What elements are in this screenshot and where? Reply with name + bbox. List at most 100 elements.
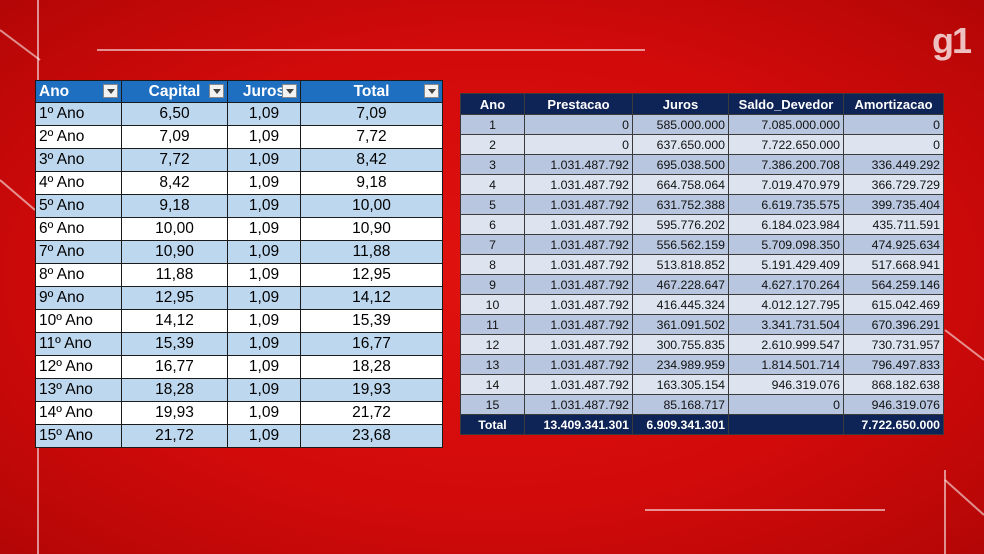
cell: 474.925.634 bbox=[843, 234, 944, 255]
row: 5º Ano 9,18 1,09 10,00 bbox=[35, 194, 443, 218]
cell: 12º Ano bbox=[35, 355, 122, 379]
cell: 9 bbox=[460, 274, 525, 295]
total-cell: 6.909.341.301 bbox=[632, 414, 729, 435]
header-text: Saldo_Devedor bbox=[738, 96, 834, 112]
row: 11º Ano 15,39 1,09 16,77 bbox=[35, 332, 443, 356]
cell: 9,18 bbox=[300, 171, 443, 195]
cell: 3 bbox=[460, 154, 525, 175]
cell: 1.031.487.792 bbox=[524, 314, 633, 335]
cell: 1.031.487.792 bbox=[524, 374, 633, 395]
cell: 6 bbox=[460, 214, 525, 235]
cell: 15,39 bbox=[300, 309, 443, 333]
cell: 10,00 bbox=[300, 194, 443, 218]
cell: 946.319.076 bbox=[728, 374, 844, 395]
header-cell: Ano bbox=[460, 93, 525, 115]
cell: 664.758.064 bbox=[632, 174, 729, 195]
cell: 1,09 bbox=[227, 148, 301, 172]
row: 12 1.031.487.792 300.755.835 2.610.999.547 7… bbox=[460, 334, 944, 355]
row: 7 1.031.487.792 556.562.159 5.709.098.350 47… bbox=[460, 234, 944, 255]
row: 3º Ano 7,72 1,09 8,42 bbox=[35, 148, 443, 172]
cell: 4.012.127.795 bbox=[728, 294, 844, 315]
cell: 7 bbox=[460, 234, 525, 255]
cell: 946.319.076 bbox=[843, 394, 944, 415]
cell: 631.752.388 bbox=[632, 194, 729, 215]
cell: 11º Ano bbox=[35, 332, 122, 356]
cell: 14 bbox=[460, 374, 525, 395]
cell: 163.305.154 bbox=[632, 374, 729, 395]
cell: 1.031.487.792 bbox=[524, 174, 633, 195]
cell: 564.259.146 bbox=[843, 274, 944, 295]
cell: 11 bbox=[460, 314, 525, 335]
filter-button bbox=[282, 84, 297, 98]
row: 10º Ano 14,12 1,09 15,39 bbox=[35, 309, 443, 333]
total-cell bbox=[728, 414, 844, 435]
row: 1 0 585.000.000 7.085.000.000 0 bbox=[460, 114, 944, 135]
cell: 7º Ano bbox=[35, 240, 122, 264]
cell: 2º Ano bbox=[35, 125, 122, 149]
cell: 0 bbox=[843, 114, 944, 135]
filter-button bbox=[424, 84, 439, 98]
cell: 1,09 bbox=[227, 194, 301, 218]
cell: 3º Ano bbox=[35, 148, 122, 172]
cell: 1,09 bbox=[227, 263, 301, 287]
header-row: Ano Capital Juros Total bbox=[35, 80, 443, 103]
cell: 1,09 bbox=[227, 125, 301, 149]
cell: 5.709.098.350 bbox=[728, 234, 844, 255]
row: 2 0 637.650.000 7.722.650.000 0 bbox=[460, 134, 944, 155]
header-cell: Juros bbox=[632, 93, 729, 115]
cell: 1,09 bbox=[227, 378, 301, 402]
cell: 13º Ano bbox=[35, 378, 122, 402]
cell: 10,00 bbox=[121, 217, 228, 241]
cell: 10,90 bbox=[300, 217, 443, 241]
cell: 14,12 bbox=[300, 286, 443, 310]
cell: 361.091.502 bbox=[632, 314, 729, 335]
cell: 1,09 bbox=[227, 355, 301, 379]
cell: 4.627.170.264 bbox=[728, 274, 844, 295]
row: 7º Ano 10,90 1,09 11,88 bbox=[35, 240, 443, 264]
cell: 670.396.291 bbox=[843, 314, 944, 335]
cell: 1.031.487.792 bbox=[524, 234, 633, 255]
header-cell: Juros bbox=[227, 80, 301, 103]
cell: 11,88 bbox=[300, 240, 443, 264]
cell: 695.038.500 bbox=[632, 154, 729, 175]
row: 14º Ano 19,93 1,09 21,72 bbox=[35, 401, 443, 425]
cell: 1.031.487.792 bbox=[524, 394, 633, 415]
cell: 7,09 bbox=[300, 102, 443, 126]
row: 4 1.031.487.792 664.758.064 7.019.470.979 36… bbox=[460, 174, 944, 195]
cell: 399.735.404 bbox=[843, 194, 944, 215]
cell: 513.818.852 bbox=[632, 254, 729, 275]
cell: 7.085.000.000 bbox=[728, 114, 844, 135]
row: 6º Ano 10,00 1,09 10,90 bbox=[35, 217, 443, 241]
row: 14 1.031.487.792 163.305.154 946.319.076 868… bbox=[460, 374, 944, 395]
cell: 10º Ano bbox=[35, 309, 122, 333]
cell: 15,39 bbox=[121, 332, 228, 356]
cell: 4 bbox=[460, 174, 525, 195]
cell: 7.019.470.979 bbox=[728, 174, 844, 195]
header-text: Ano bbox=[479, 96, 506, 112]
cell: 1.814.501.714 bbox=[728, 354, 844, 375]
cell: 6,50 bbox=[121, 102, 228, 126]
header-text: Juros bbox=[242, 82, 286, 100]
header-text: Amortizacao bbox=[854, 96, 933, 112]
cell: 21,72 bbox=[121, 424, 228, 448]
row: 11 1.031.487.792 361.091.502 3.341.731.504 6… bbox=[460, 314, 944, 335]
cell: 6.184.023.984 bbox=[728, 214, 844, 235]
cell: 2 bbox=[460, 134, 525, 155]
row: 15º Ano 21,72 1,09 23,68 bbox=[35, 424, 443, 448]
cell: 13 bbox=[460, 354, 525, 375]
cell: 796.497.833 bbox=[843, 354, 944, 375]
cell: 1.031.487.792 bbox=[524, 154, 633, 175]
row: 1º Ano 6,50 1,09 7,09 bbox=[35, 102, 443, 126]
total-row: Total 13.409.341.301 6.909.341.301 7.722.65… bbox=[460, 414, 944, 435]
filter-button bbox=[209, 84, 224, 98]
cell: 234.989.959 bbox=[632, 354, 729, 375]
row: 9 1.031.487.792 467.228.647 4.627.170.264 56… bbox=[460, 274, 944, 295]
row: 2º Ano 7,09 1,09 7,72 bbox=[35, 125, 443, 149]
header-cell: Amortizacao bbox=[843, 93, 944, 115]
header-row: Ano Prestacao Juros Saldo_Devedor Amortizaca… bbox=[460, 93, 944, 115]
row: 4º Ano 8,42 1,09 9,18 bbox=[35, 171, 443, 195]
header-text: Capital bbox=[148, 82, 201, 100]
cell: 0 bbox=[524, 114, 633, 135]
cell: 1.031.487.792 bbox=[524, 334, 633, 355]
